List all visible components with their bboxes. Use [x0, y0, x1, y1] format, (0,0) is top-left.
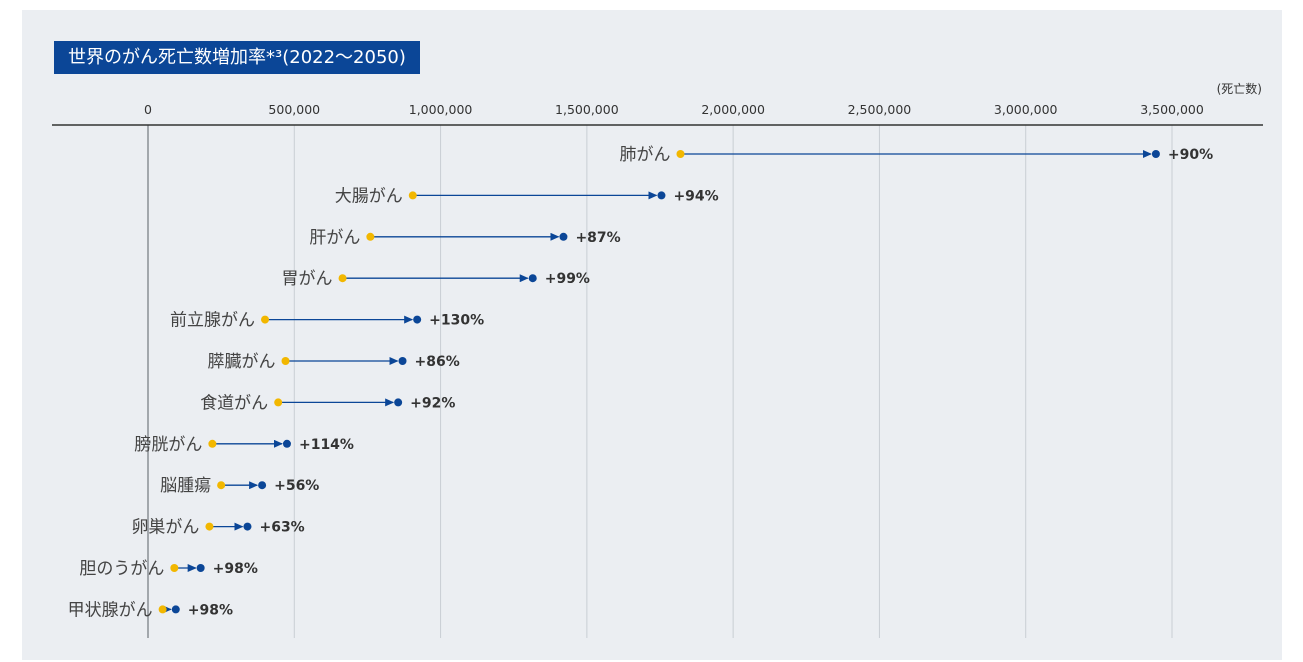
category-label: 胆のうがん	[79, 559, 164, 579]
category-label: 前立腺がん	[170, 311, 255, 331]
end-point-2050	[657, 191, 666, 200]
increase-label: +99%	[545, 271, 590, 287]
increase-label: +63%	[259, 520, 304, 536]
category-label: 肺がん	[619, 145, 670, 165]
end-point-2050	[171, 605, 180, 614]
chart-panel	[22, 10, 1282, 660]
increase-label: +98%	[188, 602, 233, 618]
start-point-2022	[158, 605, 167, 614]
increase-label: +92%	[410, 395, 455, 411]
increase-label: +90%	[1168, 147, 1213, 163]
start-point-2022	[676, 150, 685, 158]
increase-label: +86%	[415, 354, 460, 370]
end-point-2050	[398, 357, 407, 365]
x-tick-label: 500,000	[268, 102, 320, 117]
end-point-2050	[243, 522, 252, 531]
category-label: 大腸がん	[335, 186, 403, 206]
category-label: 甲状腺がん	[68, 600, 153, 620]
start-point-2022	[274, 398, 283, 407]
end-point-2050	[559, 232, 568, 241]
start-point-2022	[217, 481, 226, 490]
end-point-2050	[282, 439, 291, 448]
start-point-2022	[170, 564, 179, 572]
increase-label: +94%	[673, 188, 718, 204]
x-tick-label: 1,000,000	[409, 102, 473, 117]
end-point-2050	[196, 564, 205, 572]
start-point-2022	[261, 315, 270, 324]
end-point-2050	[528, 274, 537, 283]
start-point-2022	[208, 439, 217, 448]
category-label: 胃がん	[282, 269, 333, 289]
start-point-2022	[281, 357, 290, 365]
start-point-2022	[205, 522, 214, 531]
category-label: 卵巣がん	[131, 518, 199, 538]
category-label: 食道がん	[200, 393, 268, 413]
category-label: 肝がん	[309, 228, 360, 248]
start-point-2022	[338, 274, 347, 283]
increase-label: +130%	[429, 313, 484, 329]
unit-label: (死亡数)	[1217, 81, 1262, 96]
start-point-2022	[366, 232, 375, 241]
increase-label: +87%	[575, 230, 620, 246]
increase-label: +98%	[213, 561, 258, 577]
end-point-2050	[1151, 150, 1160, 158]
x-tick-label: 2,500,000	[848, 102, 912, 117]
x-tick-label: 2,000,000	[701, 102, 765, 117]
category-label: 膀胱がん	[134, 435, 202, 455]
category-label: 膵臓がん	[208, 352, 276, 372]
x-tick-label: 3,000,000	[994, 102, 1058, 117]
increase-label: +114%	[299, 437, 354, 453]
end-point-2050	[413, 315, 422, 324]
x-tick-label: 0	[144, 102, 152, 117]
category-label: 脳腫瘍	[160, 476, 211, 496]
x-tick-label: 3,500,000	[1140, 102, 1204, 117]
chart-title: 世界のがん死亡数増加率*³(2022〜2050)	[54, 41, 420, 74]
x-tick-label: 1,500,000	[555, 102, 619, 117]
end-point-2050	[258, 481, 267, 490]
start-point-2022	[408, 191, 417, 200]
end-point-2050	[394, 398, 403, 407]
increase-label: +56%	[274, 478, 319, 494]
